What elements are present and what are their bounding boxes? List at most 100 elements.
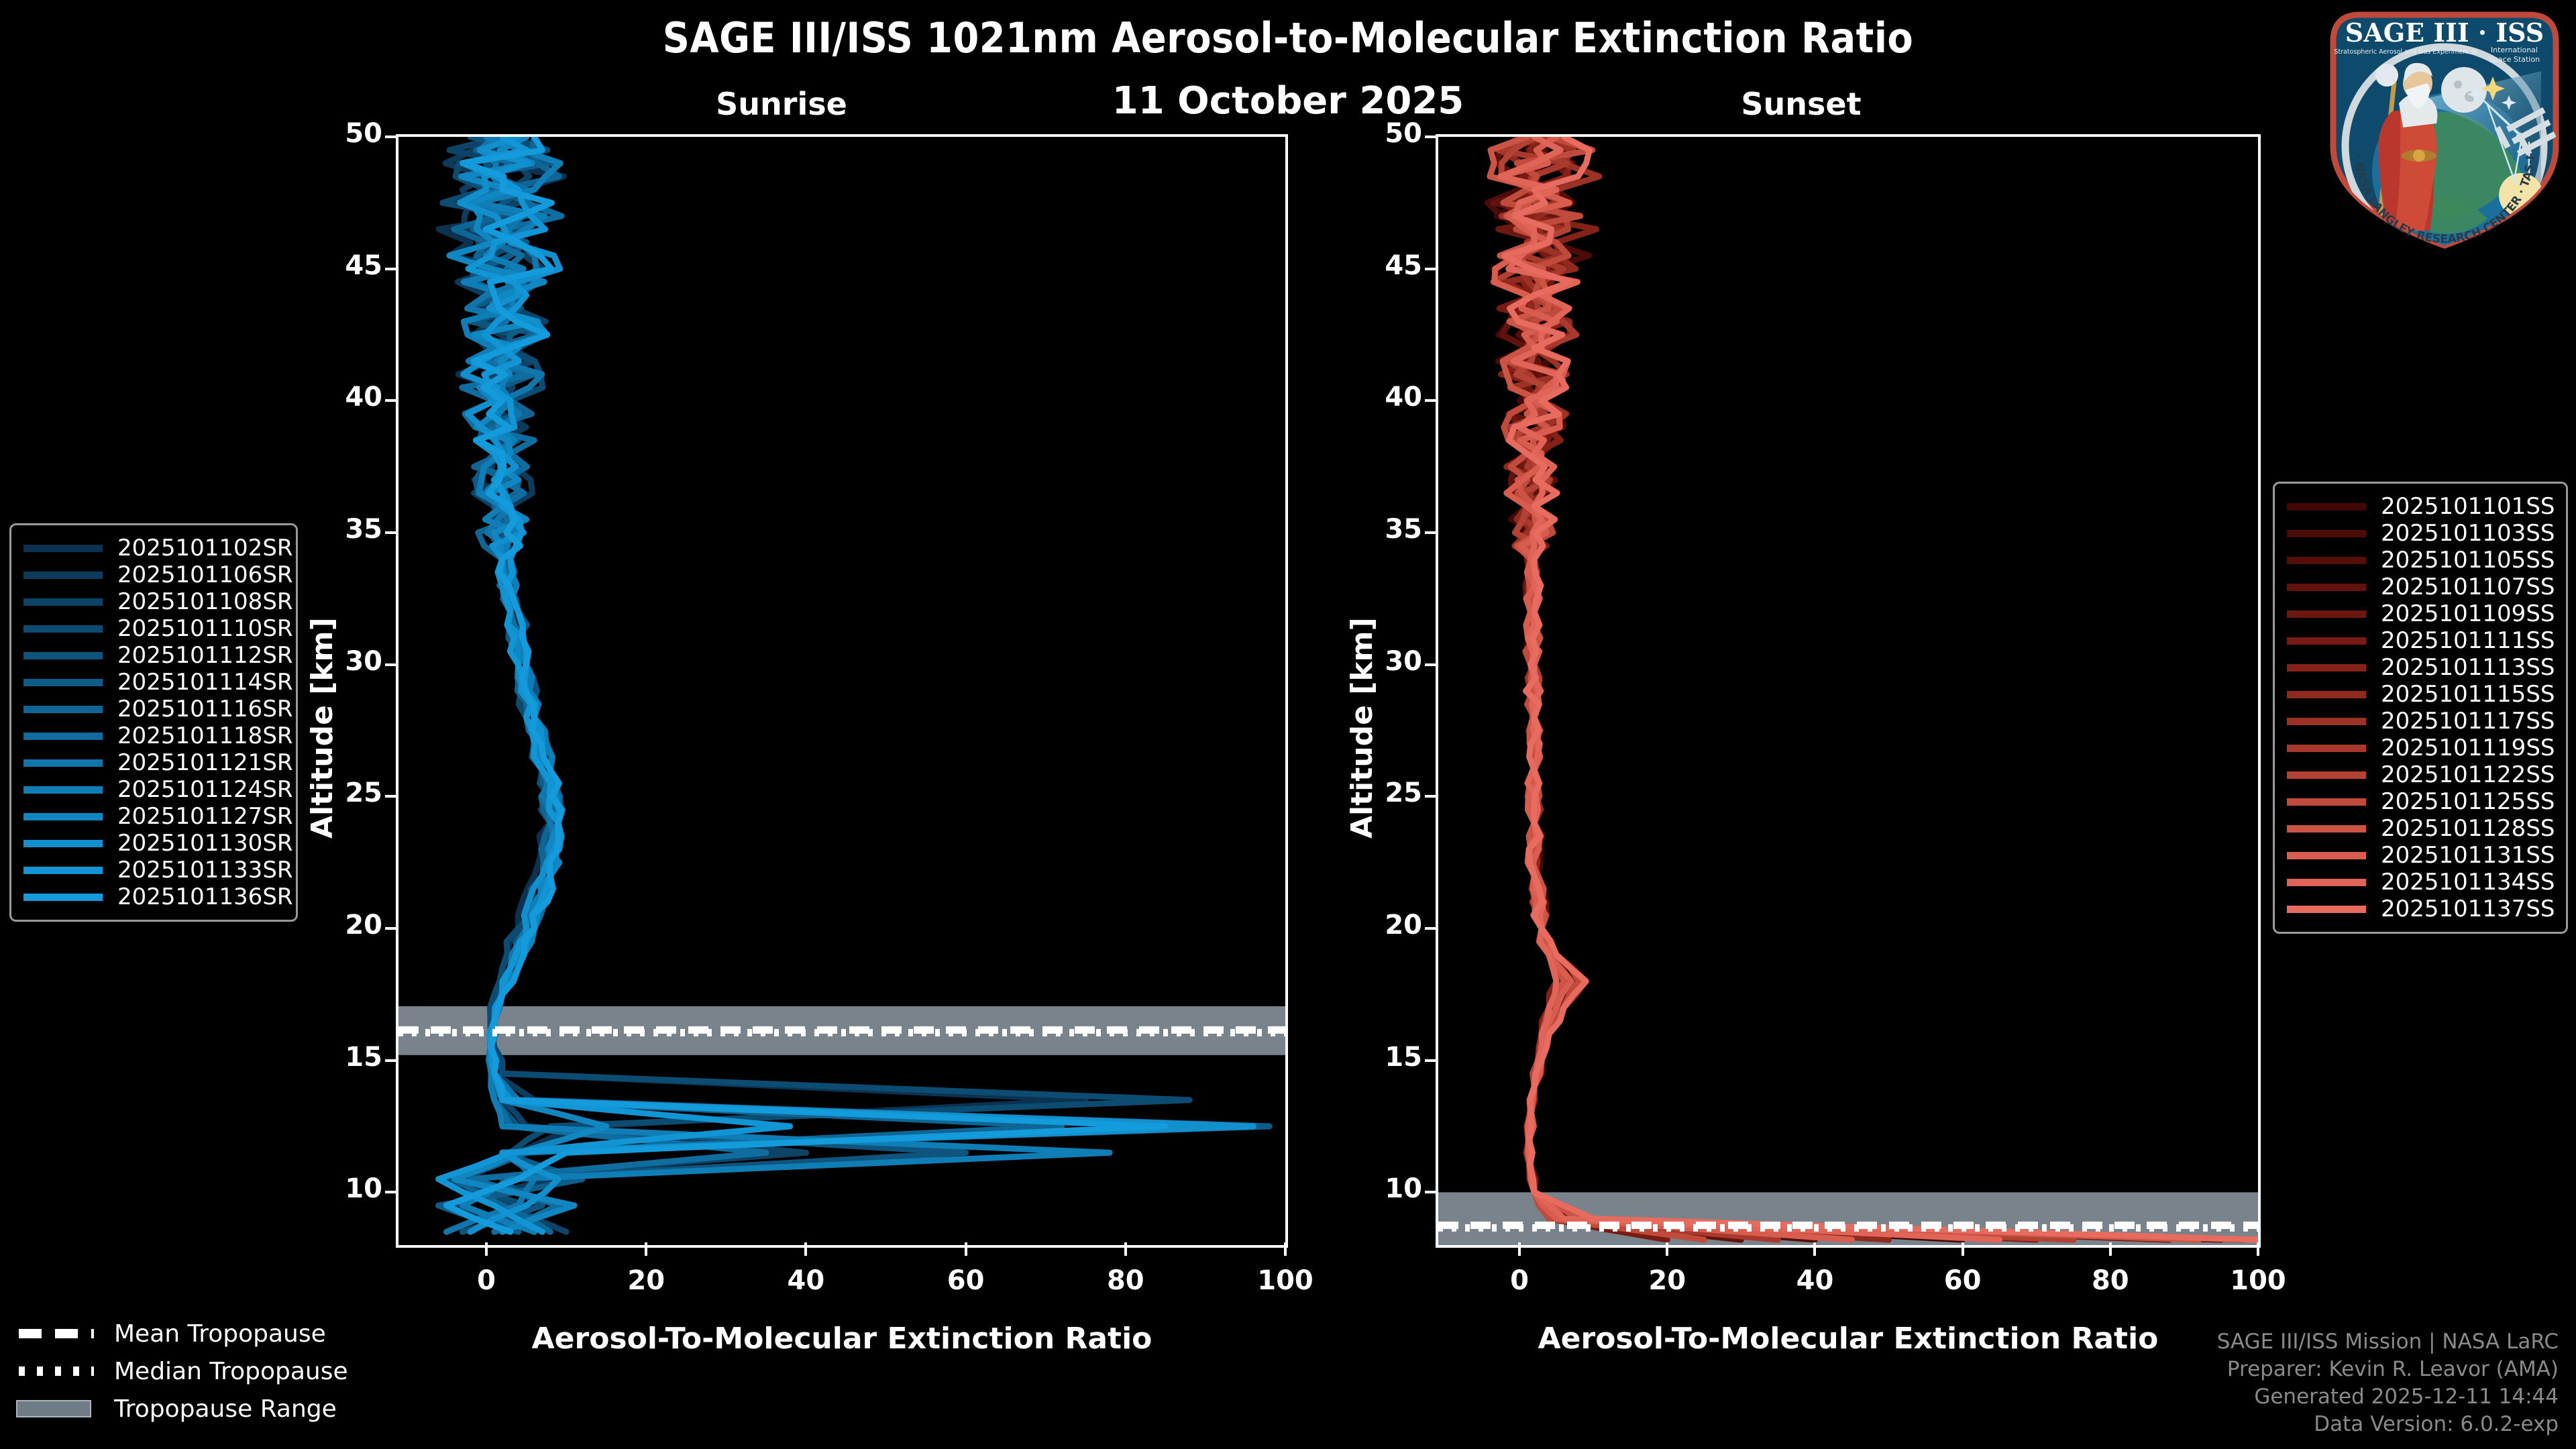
legend-item[interactable]: 2025101102SR: [23, 535, 293, 561]
y-tick-mark: [385, 927, 397, 930]
legend-item[interactable]: 2025101109SS: [2287, 600, 2555, 627]
panel-label-sunrise: Sunrise: [716, 86, 847, 122]
legend-item-label: 2025101130SR: [117, 830, 293, 857]
legend-item[interactable]: 2025101136SR: [23, 883, 293, 910]
profile-line: [1484, 133, 2224, 1243]
y-tick-mark: [1425, 663, 1437, 666]
legend-item[interactable]: 2025101103SS: [2287, 520, 2555, 547]
legend-item[interactable]: 2025101118SR: [23, 722, 293, 749]
legend-color-swatch: [2287, 878, 2366, 886]
y-tick-label: 40: [1385, 382, 1422, 413]
legend-item[interactable]: 2025101119SS: [2287, 735, 2555, 761]
y-tick-label: 25: [1385, 777, 1422, 809]
legend-color-swatch: [23, 598, 103, 606]
credits-line: SAGE III/ISS Mission | NASA LaRC: [2216, 1330, 2559, 1354]
legend-item[interactable]: 2025101134SS: [2287, 869, 2555, 896]
legend-item[interactable]: 2025101107SS: [2287, 574, 2555, 600]
legend-color-swatch: [2287, 663, 2366, 672]
legend-item[interactable]: 2025101101SS: [2287, 493, 2555, 520]
y-tick-mark: [385, 531, 397, 534]
legend-item-label: 2025101103SS: [2381, 520, 2555, 547]
legend-item[interactable]: 2025101128SS: [2287, 815, 2555, 842]
legend-color-swatch: [2287, 771, 2366, 779]
y-tick-mark: [385, 663, 397, 666]
credits-line: Data Version: 6.0.2-exp: [2314, 1412, 2559, 1437]
legend-item[interactable]: 2025101133SR: [23, 857, 293, 883]
logo-subtitle-right-1: International: [2491, 46, 2538, 54]
legend-item[interactable]: 2025101106SR: [23, 561, 293, 588]
y-tick-mark: [385, 795, 397, 798]
profile-line: [1490, 133, 1966, 1243]
legend-color-swatch: [2287, 556, 2366, 564]
x-tick-label: 20: [1648, 1265, 1686, 1296]
y-tick-mark: [1425, 267, 1437, 270]
legend-item[interactable]: 2025101130SR: [23, 830, 293, 857]
logo-subtitle-left: Stratospheric Aerosol and Gas Experiment…: [2334, 48, 2477, 56]
profile-line: [459, 133, 969, 1235]
legend-color-swatch: [2287, 690, 2366, 698]
legend-item[interactable]: 2025101105SS: [2287, 547, 2555, 574]
legend-item[interactable]: 2025101110SR: [23, 615, 293, 642]
x-tick-mark: [1124, 1242, 1127, 1256]
legend-item-label: 2025101115SS: [2381, 681, 2555, 708]
legend-sunrise[interactable]: 2025101102SR 2025101106SR 2025101108SR 2025…: [9, 523, 298, 922]
legend-item-label: 2025101106SR: [117, 561, 293, 588]
x-tick-label: 40: [1796, 1265, 1834, 1296]
y-tick-label: 20: [1385, 910, 1422, 941]
y-tick-mark: [1425, 136, 1437, 138]
legend-item[interactable]: 2025101125SS: [2287, 788, 2555, 815]
y-tick-label: 15: [1385, 1041, 1422, 1073]
y-tick-label: 10: [1385, 1173, 1422, 1205]
legend-item[interactable]: 2025101121SR: [23, 749, 293, 776]
profile-line: [1487, 133, 2202, 1243]
profile-line: [442, 133, 1248, 1235]
legend-item[interactable]: 2025101116SR: [23, 696, 293, 722]
legend-item-label: 2025101136SR: [117, 883, 293, 910]
x-tick-mark: [645, 1242, 648, 1256]
y-tick-mark: [385, 1059, 397, 1062]
legend-item-label: 2025101117SS: [2381, 708, 2555, 735]
legend-item-label: 2025101107SS: [2381, 574, 2555, 600]
x-tick-mark: [804, 1242, 808, 1256]
legend-item[interactable]: 2025101111SS: [2287, 627, 2555, 654]
legend-item-label: 2025101127SR: [117, 803, 293, 830]
profile-line: [1498, 133, 2040, 1243]
y-tick-label: 35: [1385, 514, 1422, 545]
y-tick-label: 35: [345, 514, 382, 545]
tropopause-legend-label: Median Tropopause: [114, 1357, 348, 1385]
profile-line: [439, 133, 1193, 1235]
legend-item[interactable]: 2025101127SR: [23, 803, 293, 830]
logo-subtitle-right-2: Space Station: [2489, 55, 2540, 64]
plot-frame-sunset: [1436, 133, 2261, 1248]
legend-item[interactable]: 2025101113SS: [2287, 654, 2555, 681]
legend-item[interactable]: 2025101137SS: [2287, 896, 2555, 922]
legend-item[interactable]: 2025101115SS: [2287, 681, 2555, 708]
legend-color-swatch: [2287, 851, 2366, 859]
tropopause-legend: Mean Tropopause Median Tropopause Tropopau…: [16, 1315, 348, 1428]
legend-item[interactable]: 2025101117SS: [2287, 708, 2555, 735]
y-tick-label: 15: [345, 1041, 382, 1073]
legend-item-label: 2025101134SS: [2381, 869, 2555, 896]
y-tick-label: 40: [345, 382, 382, 413]
legend-item[interactable]: 2025101112SR: [23, 642, 293, 669]
profile-line: [459, 133, 1113, 1235]
legend-item[interactable]: 2025101131SS: [2287, 842, 2555, 869]
y-tick-mark: [1425, 795, 1437, 798]
legend-sunset[interactable]: 2025101101SS 2025101103SS 2025101105SS 2025…: [2273, 482, 2568, 934]
profile-line: [1497, 133, 2003, 1243]
median-tropopause-key: [16, 1362, 97, 1380]
legend-item[interactable]: 2025101108SR: [23, 588, 293, 615]
x-tick-mark: [2108, 1242, 2112, 1256]
legend-item[interactable]: 2025101124SR: [23, 776, 293, 803]
tropopause-legend-label: Tropopause Range: [114, 1395, 337, 1423]
legend-item[interactable]: 2025101114SR: [23, 669, 293, 696]
profile-line: [1501, 133, 2261, 1243]
legend-item-label: 2025101113SS: [2381, 654, 2555, 681]
y-tick-mark: [1425, 1059, 1437, 1062]
y-tick-label: 20: [345, 910, 382, 941]
legend-item-label: 2025101102SR: [117, 535, 293, 561]
legend-item-label: 2025101137SS: [2381, 896, 2555, 922]
x-axis-label-sunrise: Aerosol-To-Molecular Extinction Ratio: [531, 1322, 1152, 1356]
legend-item[interactable]: 2025101122SS: [2287, 761, 2555, 788]
credits-line: Generated 2025-12-11 14:44: [2254, 1385, 2559, 1409]
